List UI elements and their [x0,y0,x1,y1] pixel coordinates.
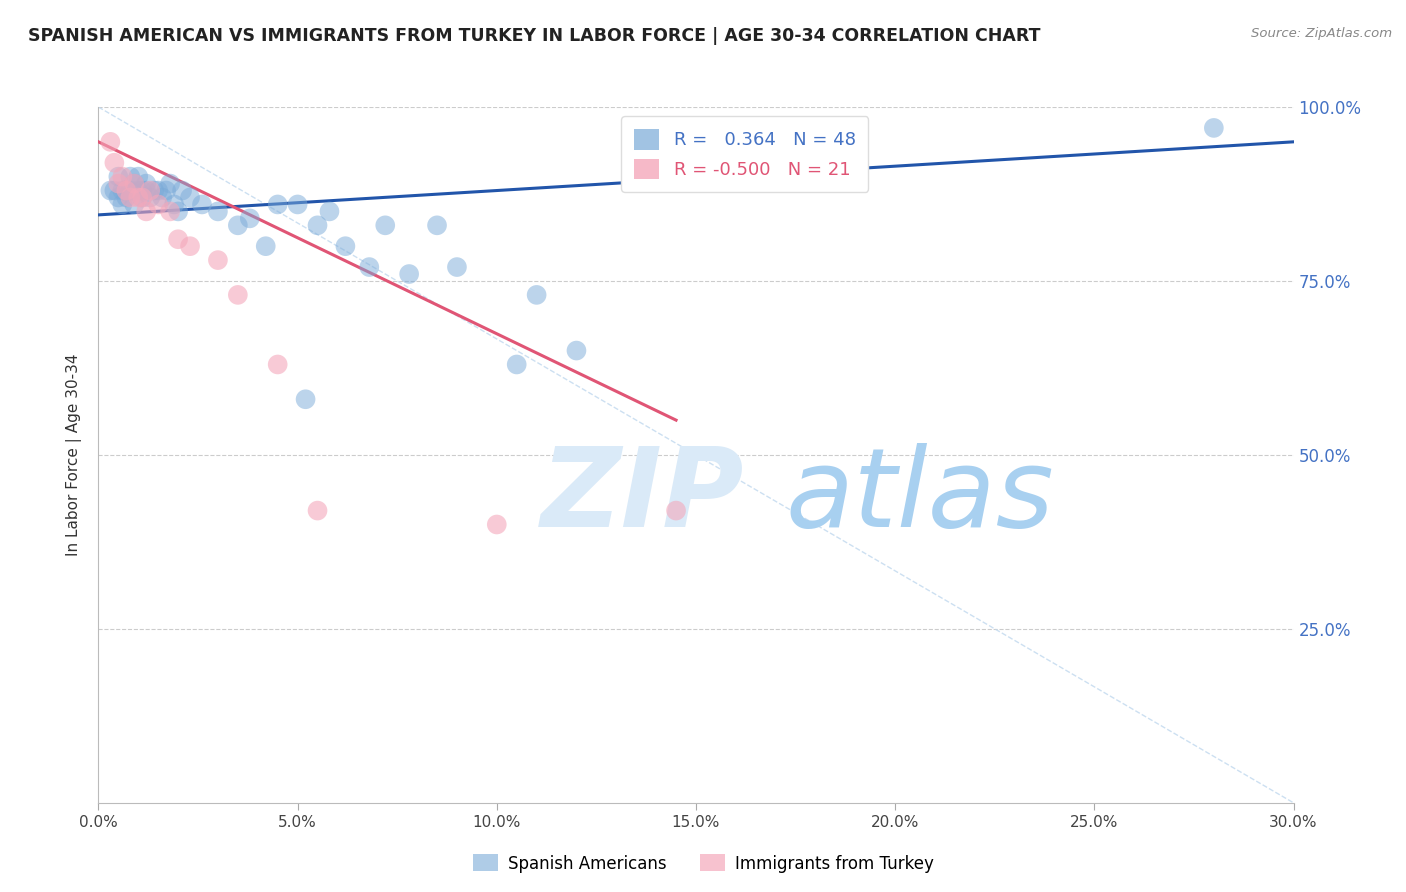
Point [135,184,157,198]
Point [294,392,316,407]
Point [207,253,229,268]
Point [148,184,170,198]
Point [179,239,201,253]
Point [139,184,162,198]
Point [111,197,134,211]
Y-axis label: In Labor Force | Age 30-34: In Labor Force | Age 30-34 [66,353,83,557]
Point [226,219,249,233]
Point [287,197,309,211]
Point [124,177,146,191]
Point [167,204,190,219]
Point [163,197,186,211]
Point [120,169,142,184]
Point [98,135,122,149]
Point [135,177,157,191]
Point [115,184,138,198]
Point [148,197,170,211]
Point [155,184,177,198]
Point [239,211,262,226]
Point [172,184,194,198]
Point [127,190,149,204]
Point [135,204,157,219]
Point [506,358,529,372]
Point [485,517,508,532]
Point [226,288,249,302]
Point [359,260,381,274]
Point [446,260,468,274]
Point [307,219,329,233]
Point [111,184,134,198]
Point [127,184,149,198]
Point [115,184,138,198]
Point [115,190,138,204]
Point [159,177,181,191]
Point [374,219,396,233]
Point [124,177,146,191]
Point [131,190,153,204]
Point [267,358,290,372]
Point [159,204,181,219]
Legend: R =   0.364   N = 48, R = -0.500   N = 21: R = 0.364 N = 48, R = -0.500 N = 21 [621,116,869,192]
Point [107,190,129,204]
Point [98,184,122,198]
Point [191,197,214,211]
Point [120,190,142,204]
Point [398,267,420,281]
Point [335,239,357,253]
Point [124,197,146,211]
Point [107,177,129,191]
Point [179,190,201,204]
Text: atlas: atlas [786,443,1054,550]
Point [207,204,229,219]
Point [267,197,290,211]
Point [318,204,340,219]
Point [139,190,162,204]
Point [526,288,548,302]
Point [131,190,153,204]
Text: ZIP: ZIP [541,443,744,550]
Point [103,155,125,169]
Legend: Spanish Americans, Immigrants from Turkey: Spanish Americans, Immigrants from Turke… [465,847,941,880]
Point [167,232,190,246]
Point [127,169,149,184]
Point [111,169,134,184]
Point [131,184,153,198]
Point [1202,120,1225,135]
Point [665,503,688,517]
Point [120,184,142,198]
Point [103,184,125,198]
Text: Source: ZipAtlas.com: Source: ZipAtlas.com [1251,27,1392,40]
Point [426,219,449,233]
Point [565,343,588,358]
Point [107,169,129,184]
Point [150,190,173,204]
Point [254,239,277,253]
Text: SPANISH AMERICAN VS IMMIGRANTS FROM TURKEY IN LABOR FORCE | AGE 30-34 CORRELATIO: SPANISH AMERICAN VS IMMIGRANTS FROM TURK… [28,27,1040,45]
Point [143,184,166,198]
Point [307,503,329,517]
